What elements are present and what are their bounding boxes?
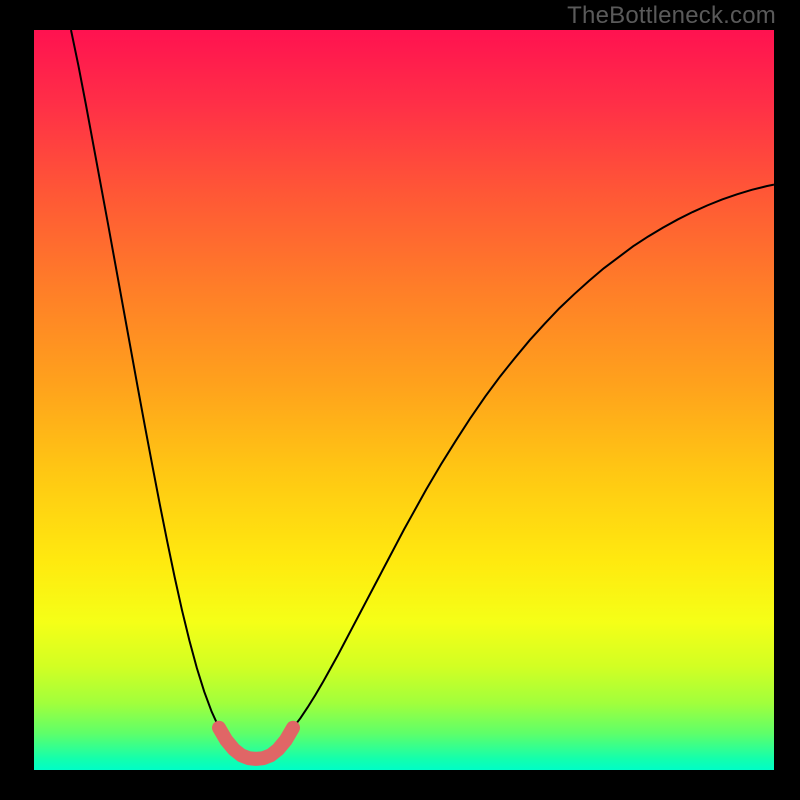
watermark-text: TheBottleneck.com [567,2,776,30]
plot-area [34,30,774,770]
chart-background [34,30,774,770]
chart-frame: TheBottleneck.com [0,0,800,800]
chart-svg [34,30,774,770]
